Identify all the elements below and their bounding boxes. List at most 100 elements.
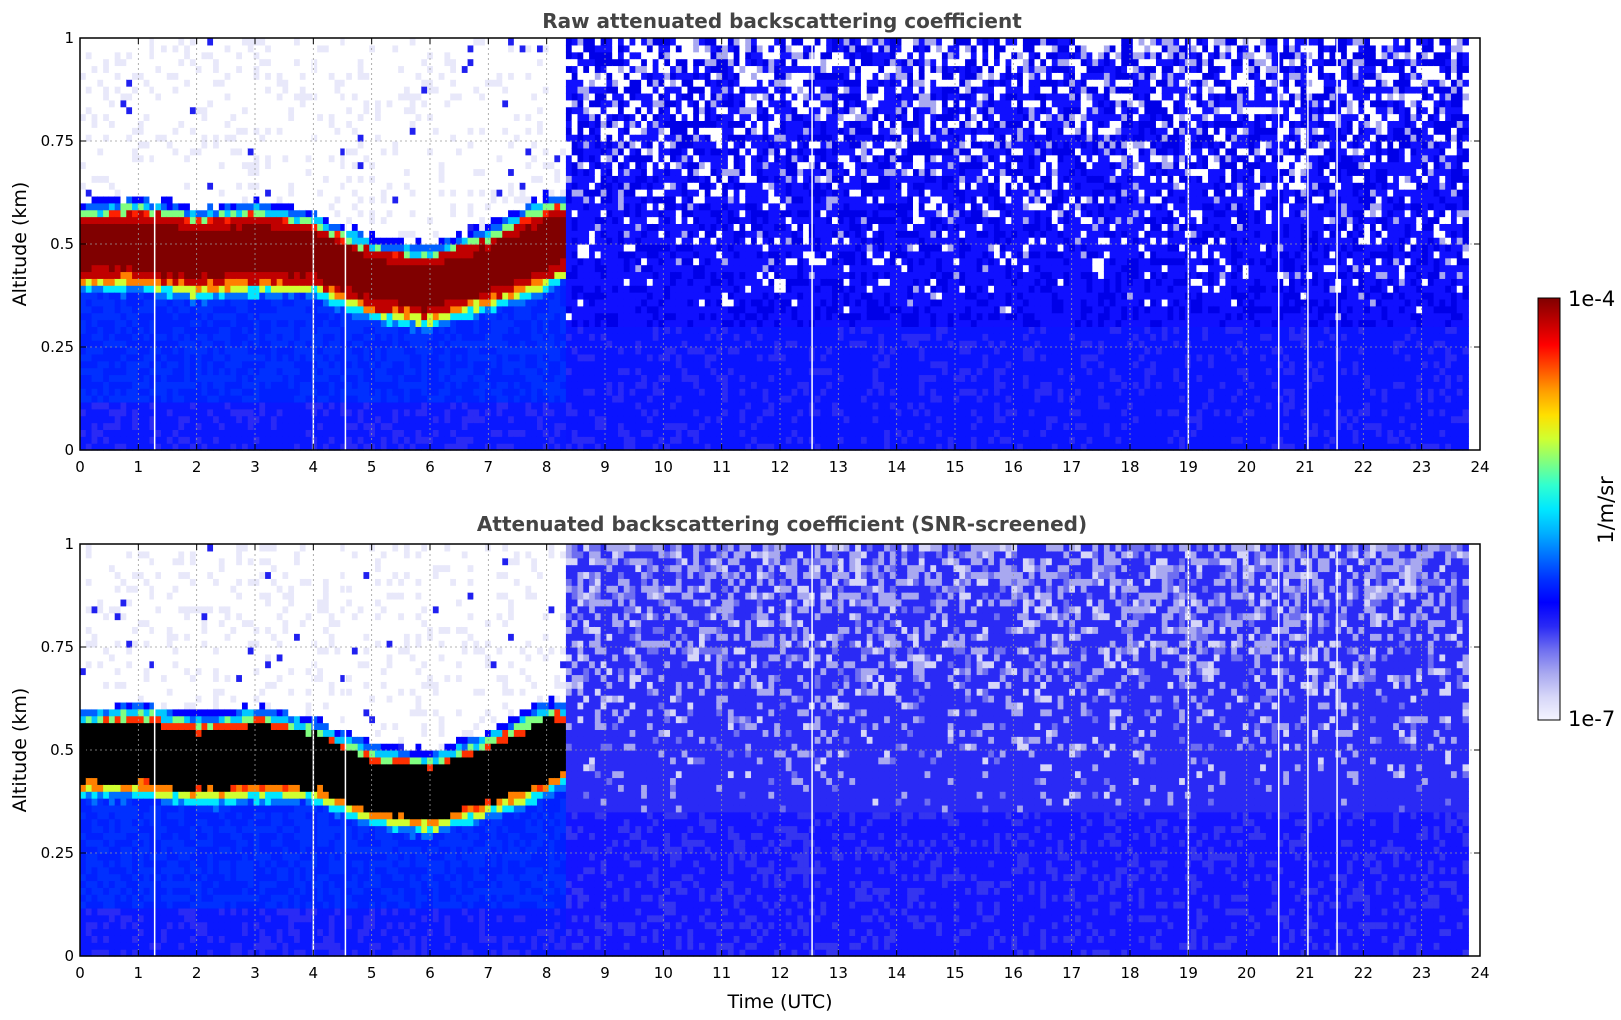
heatmap-cell	[358, 168, 364, 175]
heatmap-cell	[97, 210, 103, 217]
heatmap-cell	[525, 38, 531, 45]
heatmap-cell	[398, 162, 404, 169]
heatmap-cell	[120, 258, 126, 265]
heatmap-cell	[387, 340, 393, 347]
heatmap-cell	[421, 340, 427, 347]
heatmap-cell	[225, 395, 231, 402]
heatmap-cell	[531, 244, 537, 251]
heatmap-cell	[265, 340, 271, 347]
heatmap-cell	[132, 237, 138, 244]
heatmap-cell	[184, 175, 190, 182]
heatmap-cell	[120, 436, 126, 443]
heatmap-cell	[323, 278, 329, 285]
heatmap-cell	[479, 285, 485, 292]
heatmap-cell	[537, 72, 543, 79]
heatmap-cell	[225, 107, 231, 114]
heatmap-cell	[115, 347, 121, 354]
heatmap-cell	[173, 361, 179, 368]
heatmap-cell	[346, 155, 352, 162]
heatmap-cell	[282, 141, 288, 148]
heatmap-cell	[358, 326, 364, 333]
heatmap-cell	[103, 65, 109, 72]
heatmap-cell	[375, 333, 381, 340]
heatmap-cell	[514, 93, 520, 100]
heatmap-cell	[508, 265, 514, 272]
heatmap-cell	[352, 86, 358, 93]
heatmap-cell	[80, 340, 86, 347]
heatmap-cell	[161, 65, 167, 72]
heatmap-cell	[369, 320, 375, 327]
heatmap-cell	[502, 320, 508, 327]
heatmap-cell	[311, 333, 317, 340]
heatmap-cell	[300, 210, 306, 217]
heatmap-cell	[184, 134, 190, 141]
heatmap-cell	[306, 368, 312, 375]
heatmap-cell	[381, 306, 387, 313]
heatmap-cell	[433, 134, 439, 141]
heatmap-cell	[80, 79, 86, 86]
heatmap-cell	[92, 402, 98, 409]
heatmap-cell	[173, 114, 179, 121]
heatmap-cell	[381, 189, 387, 196]
heatmap-cell	[230, 100, 236, 107]
heatmap-cell	[520, 162, 526, 169]
heatmap-cell	[439, 271, 445, 278]
heatmap-cell	[288, 72, 294, 79]
heatmap-cell	[525, 72, 531, 79]
heatmap-cell	[549, 196, 555, 203]
heatmap-cell	[520, 368, 526, 375]
heatmap-cell	[421, 326, 427, 333]
heatmap-cell	[433, 251, 439, 258]
heatmap-cell	[311, 388, 317, 395]
heatmap-cell	[485, 244, 491, 251]
heatmap-cell	[329, 141, 335, 148]
heatmap-cell	[213, 251, 219, 258]
heatmap-cell	[282, 416, 288, 423]
heatmap-cell	[294, 402, 300, 409]
heatmap-cell	[468, 230, 474, 237]
heatmap-cell	[473, 65, 479, 72]
heatmap-cell	[531, 52, 537, 59]
heatmap-cell	[236, 368, 242, 375]
heatmap-cell	[265, 429, 271, 436]
heatmap-cell	[497, 223, 503, 230]
heatmap-cell	[288, 416, 294, 423]
heatmap-cell	[254, 175, 260, 182]
heatmap-cell	[531, 86, 537, 93]
heatmap-cell	[537, 217, 543, 224]
heatmap-cell	[265, 306, 271, 313]
heatmap-cell	[207, 217, 213, 224]
heatmap-cell	[219, 86, 225, 93]
heatmap-cell	[109, 265, 115, 272]
heatmap-cell	[190, 278, 196, 285]
heatmap-cell	[311, 175, 317, 182]
heatmap-cell	[554, 244, 560, 251]
heatmap-cell	[462, 416, 468, 423]
heatmap-cell	[444, 278, 450, 285]
heatmap-cell	[456, 354, 462, 361]
heatmap-cell	[456, 148, 462, 155]
heatmap-cell	[537, 93, 543, 100]
heatmap-cell	[410, 223, 416, 230]
heatmap-cell	[387, 347, 393, 354]
heatmap-cell	[375, 395, 381, 402]
heatmap-cell	[288, 320, 294, 327]
heatmap-cell	[184, 127, 190, 134]
heatmap-cell	[363, 416, 369, 423]
heatmap-cell	[497, 168, 503, 175]
heatmap-cell	[80, 189, 86, 196]
heatmap-cell	[468, 107, 474, 114]
heatmap-cell	[219, 374, 225, 381]
heatmap-cell	[138, 361, 144, 368]
heatmap-cell	[323, 127, 329, 134]
heatmap-cell	[254, 395, 260, 402]
heatmap-cell	[97, 285, 103, 292]
heatmap-cell	[317, 326, 323, 333]
heatmap-cell	[456, 251, 462, 258]
heatmap-cell	[138, 114, 144, 121]
heatmap-cell	[502, 120, 508, 127]
heatmap-cell	[288, 258, 294, 265]
heatmap-cell	[236, 59, 242, 66]
heatmap-cell	[271, 72, 277, 79]
heatmap-cell	[167, 52, 173, 59]
